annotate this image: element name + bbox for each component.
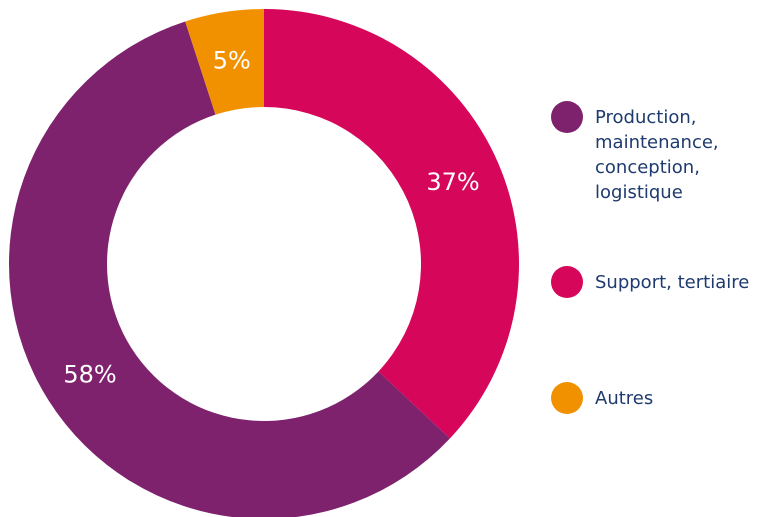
- legend-swatch-autres: [551, 382, 583, 414]
- legend-item-production: Production, maintenance, conception, log…: [551, 101, 719, 205]
- legend-label-support: Support, tertiaire: [595, 272, 750, 293]
- legend-item-autres: Autres: [551, 382, 653, 414]
- legend-label-autres: Autres: [595, 388, 654, 409]
- slice-value-label-1: 58%: [63, 360, 116, 388]
- slice-value-label-2: 5%: [213, 47, 251, 75]
- legend-item-support: Support, tertiaire: [551, 266, 749, 298]
- legend-label-production: Production, maintenance, conception, log…: [595, 107, 719, 203]
- donut-slice-0: [264, 9, 519, 439]
- donut-slice-2: [185, 9, 264, 115]
- legend-swatch-support: [551, 266, 583, 298]
- legend-swatch-production: [551, 101, 583, 133]
- donut-slice-1: [9, 21, 450, 517]
- chart-legend: Production, maintenance, conception, log…: [551, 0, 766, 517]
- slice-value-label-0: 37%: [426, 168, 479, 196]
- donut-chart: 37% 58% 5%: [9, 9, 519, 517]
